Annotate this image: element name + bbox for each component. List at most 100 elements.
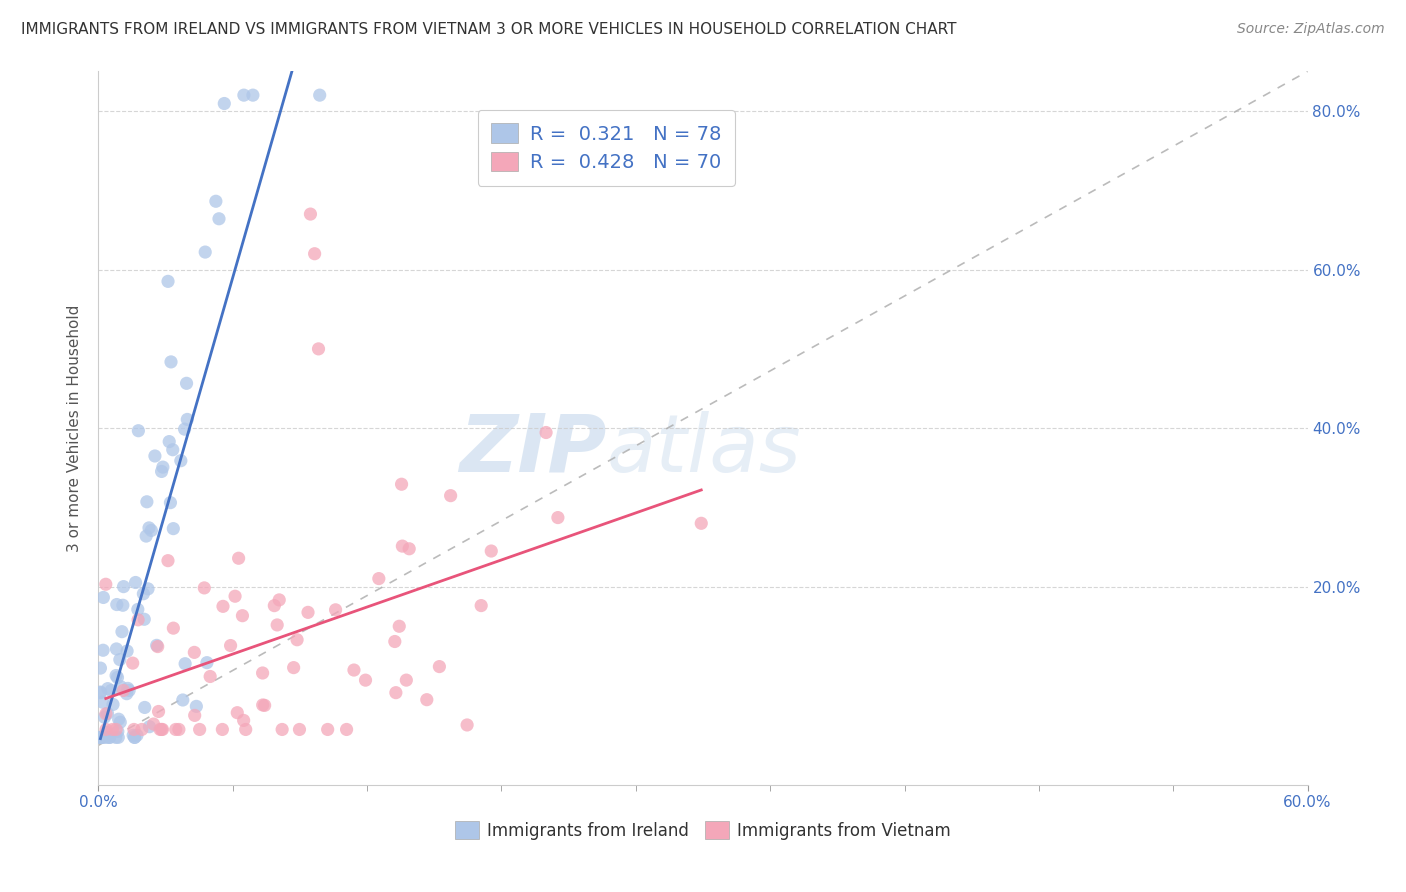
Point: [112, 683, 135, 698]
Point: [104, 731, 127, 745]
Point: [367, 572, 389, 586]
Point: [183, 645, 205, 659]
Point: [136, 582, 159, 596]
Point: [96, 725, 118, 739]
Point: [252, 698, 274, 712]
Y-axis label: 3 or more Vehicles in Household: 3 or more Vehicles in Household: [67, 304, 83, 552]
Point: [98, 731, 121, 745]
Point: [170, 453, 193, 467]
Point: [304, 246, 326, 260]
Point: [134, 700, 156, 714]
Legend: Immigrants from Ireland, Immigrants from Vietnam: Immigrants from Ireland, Immigrants from…: [447, 814, 959, 848]
Point: [90, 731, 112, 745]
Point: [395, 673, 418, 687]
Point: [141, 524, 163, 538]
Point: [142, 717, 165, 731]
Point: [105, 598, 128, 612]
Point: [325, 603, 347, 617]
Point: [183, 708, 205, 723]
Point: [138, 720, 160, 734]
Point: [89, 661, 111, 675]
Point: [308, 88, 330, 103]
Point: [135, 495, 157, 509]
Point: [283, 660, 305, 674]
Point: [100, 683, 122, 698]
Point: [110, 715, 132, 730]
Text: atlas: atlas: [606, 410, 801, 489]
Point: [391, 539, 413, 553]
Point: [125, 728, 148, 742]
Point: [152, 460, 174, 475]
Point: [94, 731, 117, 745]
Point: [398, 541, 420, 556]
Point: [111, 599, 134, 613]
Point: [122, 728, 145, 742]
Point: [132, 587, 155, 601]
Point: [308, 342, 330, 356]
Point: [145, 638, 167, 652]
Point: [288, 723, 311, 737]
Point: [135, 529, 157, 543]
Point: [316, 723, 339, 737]
Point: [146, 640, 169, 654]
Point: [211, 723, 233, 737]
Point: [138, 521, 160, 535]
Point: [388, 619, 411, 633]
Point: [127, 424, 149, 438]
Point: [343, 663, 366, 677]
Point: [208, 211, 231, 226]
Point: [534, 425, 557, 440]
Point: [89, 686, 111, 700]
Point: [124, 731, 146, 745]
Point: [416, 692, 439, 706]
Point: [148, 705, 170, 719]
Point: [118, 683, 141, 698]
Point: [122, 723, 145, 737]
Point: [134, 612, 156, 626]
Point: [385, 686, 408, 700]
Point: [429, 659, 451, 673]
Point: [285, 632, 308, 647]
Point: [131, 723, 153, 737]
Point: [91, 643, 114, 657]
Point: [440, 489, 463, 503]
Point: [112, 580, 135, 594]
Point: [194, 245, 217, 260]
Point: [547, 510, 569, 524]
Point: [173, 422, 195, 436]
Point: [107, 724, 129, 739]
Point: [89, 731, 111, 745]
Point: [93, 710, 115, 724]
Point: [105, 642, 128, 657]
Point: [224, 589, 246, 603]
Point: [232, 88, 254, 103]
Point: [195, 656, 218, 670]
Point: [150, 723, 173, 737]
Point: [115, 644, 138, 658]
Point: [124, 575, 146, 590]
Point: [212, 599, 235, 614]
Point: [159, 495, 181, 509]
Point: [150, 465, 173, 479]
Point: [110, 680, 132, 694]
Point: [253, 698, 276, 713]
Text: Source: ZipAtlas.com: Source: ZipAtlas.com: [1237, 22, 1385, 37]
Point: [90, 731, 112, 745]
Point: [156, 554, 179, 568]
Point: [115, 687, 138, 701]
Point: [91, 731, 114, 745]
Point: [93, 591, 115, 605]
Point: [107, 731, 129, 745]
Point: [127, 613, 149, 627]
Point: [101, 698, 124, 712]
Point: [162, 522, 184, 536]
Point: [165, 723, 187, 737]
Point: [91, 695, 114, 709]
Point: [160, 355, 183, 369]
Point: [336, 723, 359, 737]
Point: [231, 608, 253, 623]
Point: [89, 685, 111, 699]
Point: [470, 599, 492, 613]
Point: [97, 681, 120, 696]
Point: [176, 376, 198, 391]
